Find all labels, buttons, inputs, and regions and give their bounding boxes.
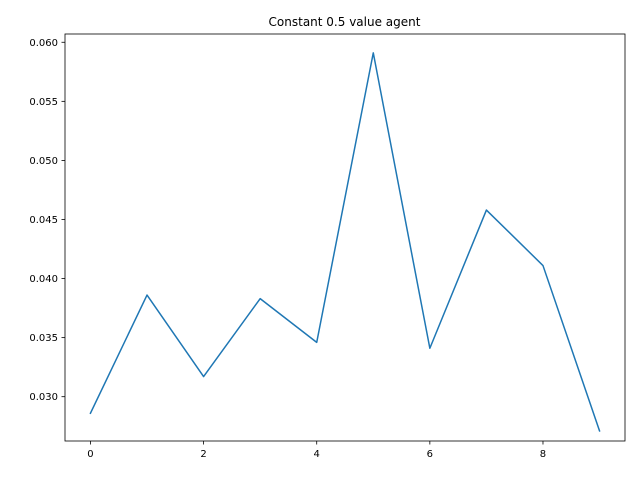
axes-frame bbox=[64, 33, 626, 442]
x-tick-label: 0 bbox=[87, 449, 93, 460]
y-tick-label: 0.035 bbox=[29, 333, 58, 344]
y-tick-label: 0.040 bbox=[29, 274, 58, 285]
y-tick-label: 0.060 bbox=[29, 38, 58, 49]
x-tick-label: 6 bbox=[427, 449, 433, 460]
plot-area bbox=[89, 52, 601, 432]
y-tick-label: 0.050 bbox=[29, 156, 58, 167]
chart-title: Constant 0.5 value agent bbox=[269, 15, 421, 29]
series-line-0 bbox=[89, 52, 601, 432]
x-tick-label: 8 bbox=[540, 449, 546, 460]
x-tick-label: 4 bbox=[314, 449, 320, 460]
y-tick-label: 0.045 bbox=[29, 215, 58, 226]
x-tick-label: 2 bbox=[200, 449, 206, 460]
y-tick-label: 0.055 bbox=[29, 97, 58, 108]
y-tick-label: 0.030 bbox=[29, 392, 58, 403]
axes: 0 2 4 6 8 0.030 0.035 0.040 0.045 0.050 0.055 0.060 bbox=[29, 33, 626, 460]
